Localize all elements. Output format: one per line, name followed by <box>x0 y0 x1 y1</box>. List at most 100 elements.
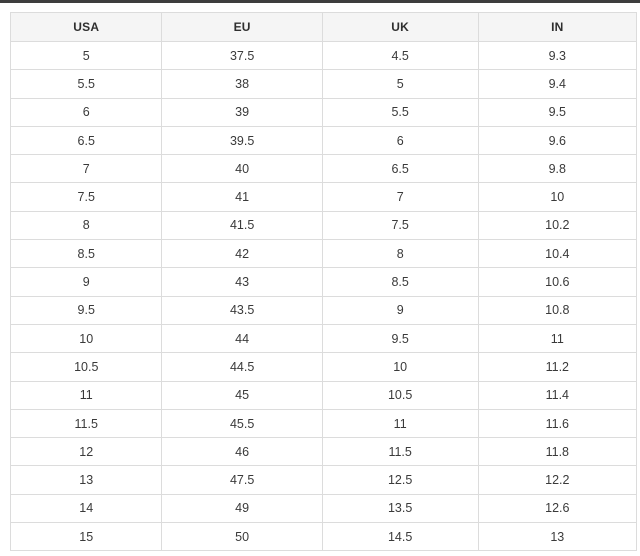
table-cell: 50 <box>161 522 323 552</box>
table-cell: 10.2 <box>477 210 638 241</box>
table-header: USA EU UK IN <box>9 12 638 42</box>
table-cell: 8 <box>9 210 163 241</box>
table-cell: 44 <box>161 323 323 354</box>
table-cell: 11.5 <box>9 408 163 439</box>
column-header-uk: UK <box>321 12 479 42</box>
table-cell: 39.5 <box>161 125 323 156</box>
table-row: 6.5 39.5 6 9.6 <box>9 125 638 156</box>
table-cell: 15 <box>9 522 163 552</box>
table-cell: 11 <box>9 380 163 410</box>
table-cell: 13 <box>9 465 163 495</box>
table-row: 10.5 44.5 10 11.2 <box>9 352 638 382</box>
header-row: USA EU UK IN <box>9 12 638 42</box>
table-cell: 38 <box>161 69 323 99</box>
top-border-bar <box>0 0 640 3</box>
table-cell: 6 <box>321 125 479 156</box>
table-cell: 10.8 <box>477 295 638 325</box>
table-cell: 11.8 <box>477 437 638 467</box>
table-cell: 41 <box>161 182 323 212</box>
table-cell: 49 <box>161 493 323 524</box>
table-row: 9.5 43.5 9 10.8 <box>9 295 638 325</box>
table-row: 8.5 42 8 10.4 <box>9 239 638 269</box>
table-cell: 7 <box>321 182 479 212</box>
table-cell: 10 <box>321 352 479 382</box>
table-row: 5.5 38 5 9.4 <box>9 69 638 99</box>
table-row: 8 41.5 7.5 10.2 <box>9 210 638 241</box>
table-row: 5 37.5 4.5 9.3 <box>9 40 638 71</box>
table-cell: 44.5 <box>161 352 323 382</box>
table-cell: 6.5 <box>9 125 163 156</box>
table-cell: 9 <box>9 267 163 297</box>
table-cell: 9.8 <box>477 154 638 184</box>
table-cell: 9.5 <box>477 97 638 127</box>
table-cell: 4.5 <box>321 40 479 71</box>
table-cell: 43 <box>161 267 323 297</box>
table-row: 11.5 45.5 11 11.6 <box>9 408 638 439</box>
table-cell: 10.6 <box>477 267 638 297</box>
table-cell: 37.5 <box>161 40 323 71</box>
table-row: 14 49 13.5 12.6 <box>9 493 638 524</box>
table-cell: 8.5 <box>9 239 163 269</box>
table-cell: 12 <box>9 437 163 467</box>
table-cell: 11.6 <box>477 408 638 439</box>
table-row: 9 43 8.5 10.6 <box>9 267 638 297</box>
table-cell: 14.5 <box>321 522 479 552</box>
table-row: 7 40 6.5 9.8 <box>9 154 638 184</box>
table-cell: 10.4 <box>477 239 638 269</box>
table-cell: 9 <box>321 295 479 325</box>
table-cell: 10 <box>9 323 163 354</box>
table-cell: 11 <box>477 323 638 354</box>
table-cell: 42 <box>161 239 323 269</box>
table-row: 6 39 5.5 9.5 <box>9 97 638 127</box>
table-cell: 8.5 <box>321 267 479 297</box>
table-cell: 9.6 <box>477 125 638 156</box>
table-cell: 9.4 <box>477 69 638 99</box>
size-conversion-table: USA EU UK IN 5 37.5 4.5 9.3 5.5 38 5 9.4 6 39 5.5 9… <box>9 12 638 552</box>
table-body: 5 37.5 4.5 9.3 5.5 38 5 9.4 6 39 5.5 9.5 6.5 39.5 6 9.6… <box>9 40 638 552</box>
table-cell: 6.5 <box>321 154 479 184</box>
table-cell: 13 <box>477 522 638 552</box>
table-cell: 45.5 <box>161 408 323 439</box>
table-cell: 10.5 <box>321 380 479 410</box>
table-cell: 11 <box>321 408 479 439</box>
table-cell: 9.5 <box>321 323 479 354</box>
table-cell: 47.5 <box>161 465 323 495</box>
table-cell: 5.5 <box>321 97 479 127</box>
table-row: 12 46 11.5 11.8 <box>9 437 638 467</box>
table-cell: 7.5 <box>9 182 163 212</box>
table-cell: 39 <box>161 97 323 127</box>
table-cell: 9.3 <box>477 40 638 71</box>
table-cell: 10.5 <box>9 352 163 382</box>
table-cell: 45 <box>161 380 323 410</box>
table-row: 7.5 41 7 10 <box>9 182 638 212</box>
table-cell: 40 <box>161 154 323 184</box>
table-row: 13 47.5 12.5 12.2 <box>9 465 638 495</box>
table-cell: 11.4 <box>477 380 638 410</box>
table-row: 10 44 9.5 11 <box>9 323 638 354</box>
table-cell: 10 <box>477 182 638 212</box>
table-cell: 8 <box>321 239 479 269</box>
table-cell: 12.6 <box>477 493 638 524</box>
size-conversion-table-container: USA EU UK IN 5 37.5 4.5 9.3 5.5 38 5 9.4 6 39 5.5 9… <box>9 12 638 552</box>
table-cell: 5 <box>321 69 479 99</box>
table-cell: 6 <box>9 97 163 127</box>
table-cell: 41.5 <box>161 210 323 241</box>
table-row: 15 50 14.5 13 <box>9 522 638 552</box>
table-row: 11 45 10.5 11.4 <box>9 380 638 410</box>
table-cell: 12.2 <box>477 465 638 495</box>
table-cell: 46 <box>161 437 323 467</box>
column-header-usa: USA <box>9 12 163 42</box>
column-header-eu: EU <box>161 12 323 42</box>
table-cell: 5.5 <box>9 69 163 99</box>
table-cell: 13.5 <box>321 493 479 524</box>
table-cell: 11.5 <box>321 437 479 467</box>
table-cell: 11.2 <box>477 352 638 382</box>
table-cell: 7 <box>9 154 163 184</box>
table-cell: 9.5 <box>9 295 163 325</box>
column-header-in: IN <box>477 12 638 42</box>
table-cell: 14 <box>9 493 163 524</box>
table-cell: 5 <box>9 40 163 71</box>
table-cell: 12.5 <box>321 465 479 495</box>
table-cell: 43.5 <box>161 295 323 325</box>
table-cell: 7.5 <box>321 210 479 241</box>
